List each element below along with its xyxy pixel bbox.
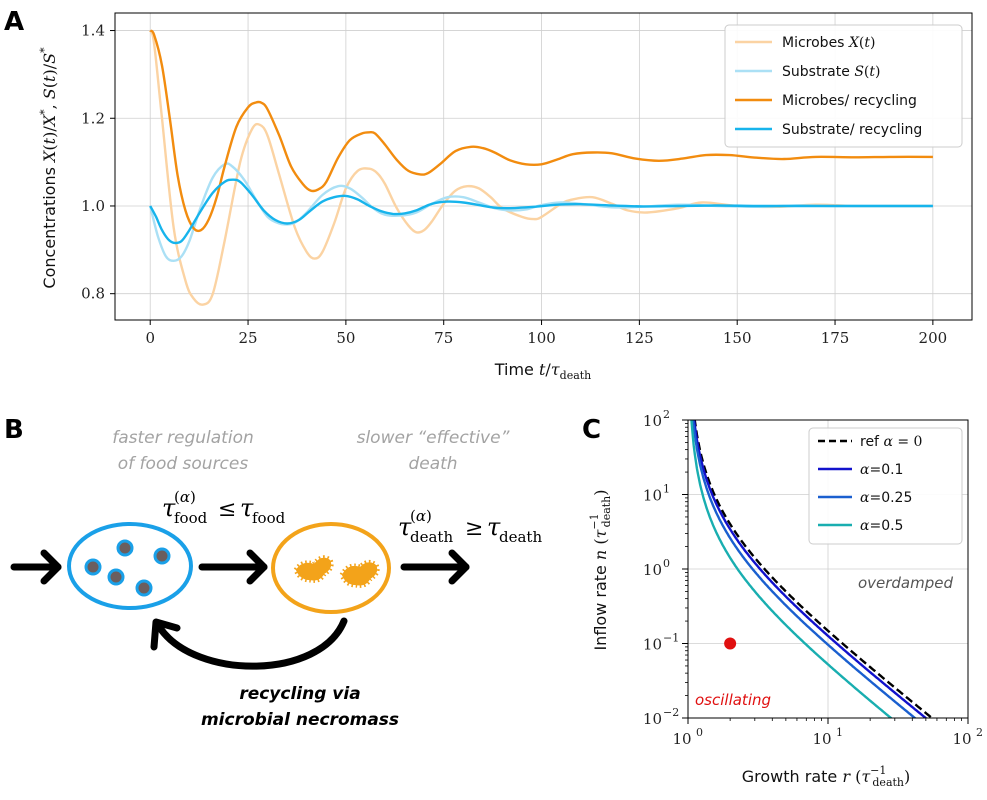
x-tick-label: 200 [919,329,948,347]
x-tick-label: 10 [952,730,971,748]
x-tick-label: 100 [527,329,556,347]
legend-substrate: Substrate S(t) [782,64,881,80]
svg-text:τ: τ [487,513,501,541]
x-tick-label: 150 [723,329,752,347]
legend-substrate-recycling: Substrate/ recycling [782,122,922,138]
panel-c-frame [687,419,969,719]
y-tick-label: 10 [643,710,662,728]
svg-text:≤: ≤ [218,497,236,522]
caption-slower-death-2: death [408,454,457,474]
legend-ref: ref α = 0 [860,434,922,450]
caption-recycling-2: microbial necromass [201,710,399,730]
svg-text:τ: τ [240,494,254,522]
growth-arrow [198,549,268,585]
caption-slower-death-1: slower “effective” [357,428,510,448]
y-tick-label: 1.2 [81,109,105,127]
panel-c-ylabel: Inflow rate n (τ−1death) [588,489,613,650]
x-tick-label: 175 [821,329,850,347]
panel-label-c: C [582,415,601,445]
y-tick-label: 1.4 [81,22,105,40]
annotation-overdamped: overdamped [858,574,954,592]
recycling-arrow [150,617,348,670]
x-tick-label: 25 [239,329,258,347]
panel-label-a: A [4,7,24,37]
panel-c-series [690,420,934,718]
legend-microbes-recycling: Microbes/ recycling [782,93,917,109]
y-tick-exponent: 0 [663,557,670,570]
caption-faster-regulation-2: of food sources [118,454,249,474]
panel-a-xlabel: Time t/τdeath [494,360,592,382]
panel-a-frame [114,12,973,321]
y-tick-exponent: −2 [663,706,679,719]
svg-text:food: food [252,509,286,527]
legend-microbes: Microbes X(t) [782,35,875,51]
microbe-icon [293,555,334,583]
series-line-2 [691,420,917,718]
microbe-cell [271,522,391,614]
tau-death-relation: τ (α) death ≥ τ death [398,507,542,546]
series-line-3 [690,420,893,718]
x-tick-label: 75 [434,329,453,347]
x-tick-label: 10 [812,730,831,748]
y-tick-label: 10 [643,636,662,654]
panel-a-ylabel: Concentrations X(t)/X*, S(t)/S* [38,47,59,289]
svg-text:τ: τ [398,513,412,541]
y-tick-label: 0.8 [81,285,105,303]
series-line-0 [149,29,933,306]
y-tick-exponent: 2 [663,408,670,421]
legend-alpha-0-5: α=0.5 [860,518,903,534]
x-tick-label: 10 [672,730,691,748]
svg-text:≥: ≥ [465,516,483,541]
x-tick-label: 0 [145,329,155,347]
data-point [724,637,737,650]
y-tick-label: 10 [643,561,662,579]
svg-text:(α): (α) [410,507,432,525]
tau-food-relation: τ (α) food ≤ τ food [162,488,286,527]
panel-a-legend: Microbes X(t) Substrate S(t) Microbes/ r… [724,24,963,148]
svg-text:death: death [499,528,542,546]
y-tick-exponent: −1 [663,632,679,645]
series-line-0 [693,420,934,718]
svg-text:food: food [174,509,208,527]
legend-alpha-0-1: α=0.1 [860,462,903,478]
inflow-arrow [10,549,62,585]
series-line-2 [149,29,933,233]
food-particles [84,539,171,597]
y-tick-exponent: 1 [663,483,670,496]
y-tick-label: 1.0 [81,197,105,215]
svg-text:death: death [410,528,453,546]
caption-recycling-1: recycling via [239,684,360,704]
panel-c-xlabel: Growth rate r (τ−1 death) [742,764,911,789]
food-source-cell [67,522,193,610]
y-tick-label: 10 [643,412,662,430]
svg-text:(α): (α) [174,488,196,506]
x-tick-exponent: 0 [696,726,703,739]
panel-label-b: B [4,415,24,445]
panel-c-legend: ref α = 0 α=0.1 α=0.25 α=0.5 [808,427,963,545]
series-line-3 [149,178,933,245]
panel-a-series [149,29,933,306]
x-tick-exponent: 1 [836,726,843,739]
x-tick-exponent: 2 [976,726,983,739]
x-tick-label: 125 [625,329,654,347]
y-tick-label: 10 [643,487,662,505]
svg-text:τ: τ [162,494,176,522]
series-line-1 [692,420,928,718]
panel-a-ticks: 0 25 50 75 100 125 150 175 200 0.8 1.0 1.2 1.4 [81,22,947,347]
annotation-oscillating: oscillating [695,691,771,709]
microbe-icon [339,559,380,588]
x-tick-label: 50 [336,329,355,347]
caption-faster-regulation-1: faster regulation [112,428,254,448]
legend-alpha-0-25: α=0.25 [860,490,912,506]
death-arrow [400,549,470,585]
